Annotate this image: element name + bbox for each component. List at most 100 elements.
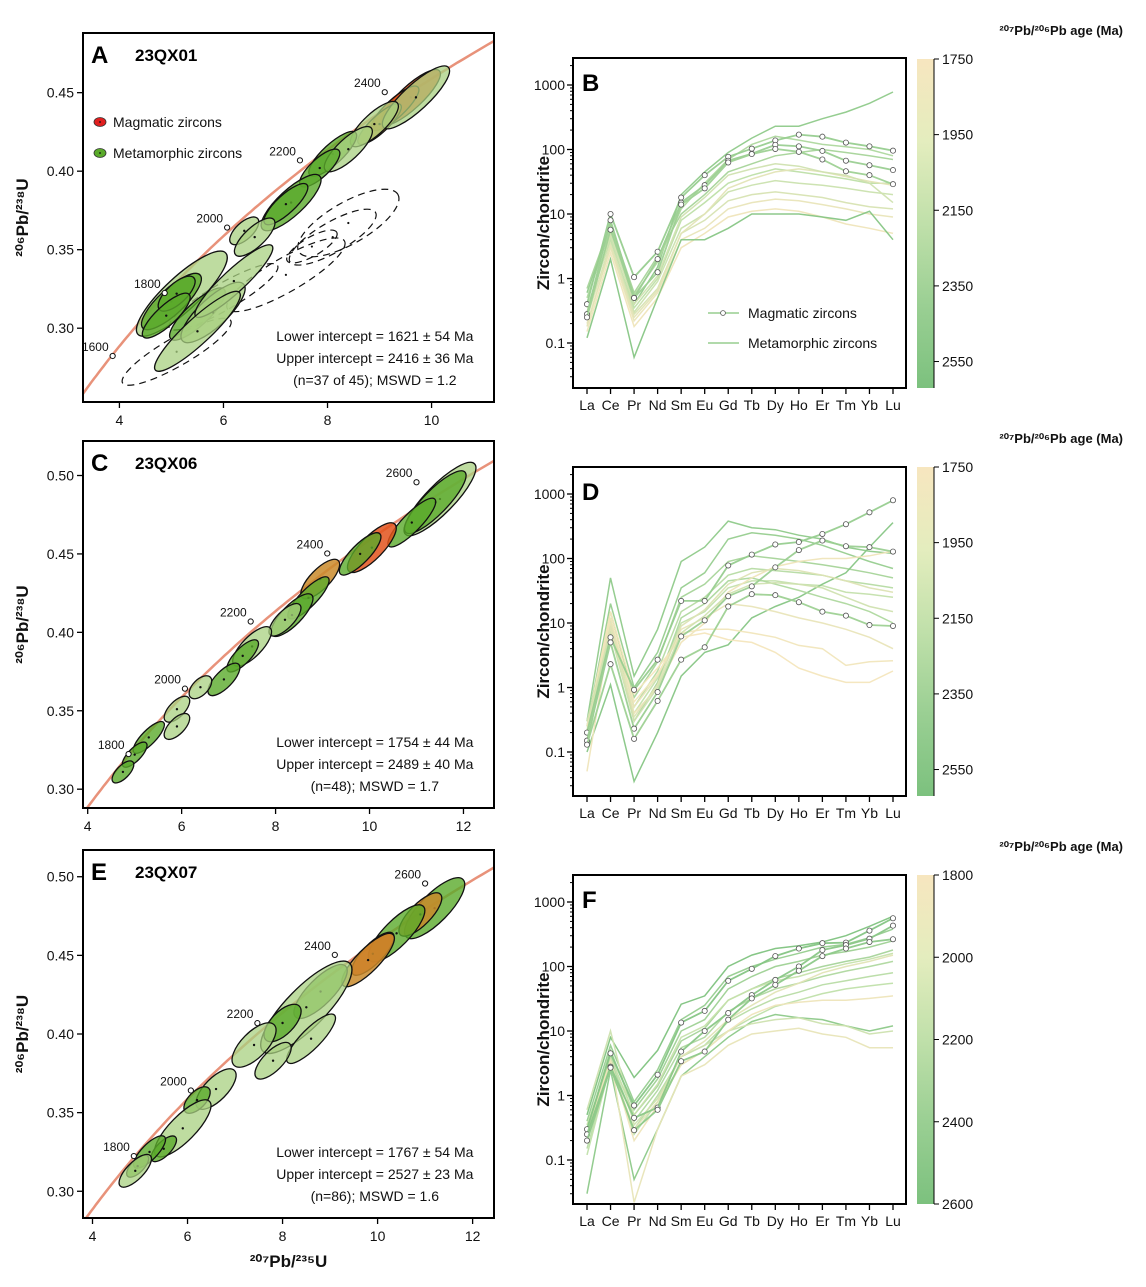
metamorphic-ree-line [586, 617, 894, 733]
metamorphic-ree-line [586, 522, 894, 784]
y-tick-label: 0.40 [47, 1026, 74, 1042]
magmatic-ree-line [586, 938, 894, 1141]
magmatic-ree-point [795, 967, 802, 974]
intercept-annotation: Upper intercept = 2489 ± 40 Ma [276, 756, 473, 772]
plot-frame [572, 874, 907, 1205]
y-tick-label: 0.30 [47, 320, 74, 336]
magmatic-ree-point [607, 1064, 614, 1071]
plot-area [584, 497, 897, 784]
panel-letter: D [582, 479, 599, 506]
magmatic-ree-point [819, 133, 826, 140]
y-axis-title: Zircon/chondrite [534, 972, 553, 1106]
x-tick-label: 4 [89, 1228, 97, 1244]
panel-letter: B [582, 70, 599, 97]
magmatic-ree-point [725, 593, 732, 600]
x-tick-label: 10 [370, 1228, 386, 1244]
metamorphic-ree-line [586, 1027, 893, 1203]
plot-area: 1600 1800 2000 2200 2400 [83, 39, 494, 396]
x-tick-label: Eu [696, 805, 713, 821]
legend-marker [720, 310, 726, 316]
magmatic-ree-line [586, 593, 894, 745]
magmatic-ree-point [678, 656, 685, 663]
magmatic-ree-point [819, 147, 826, 154]
x-tick-label: Er [815, 805, 829, 821]
ellipse-center-dot [241, 654, 244, 658]
metamorphic-ree-line [586, 550, 894, 772]
x-tick-label: Ce [602, 805, 620, 821]
metamorphic-ree-line [586, 168, 893, 310]
magmatic-ree-point [631, 1114, 638, 1121]
magmatic-ree-point [701, 597, 708, 604]
magmatic-ree-point [725, 1016, 732, 1023]
magmatic-ree-point [819, 608, 826, 615]
magmatic-ree-point [866, 544, 873, 551]
age-marker [296, 157, 304, 164]
age-marker-label: 2400 [354, 76, 381, 90]
legend-marker-dot [99, 121, 101, 123]
magmatic-ree-point [795, 547, 802, 554]
ellipse-center-dot [162, 1147, 165, 1151]
plot-area: 1800 2000 2200 2400 2600 [85, 459, 494, 808]
ellipse-center-dot [347, 147, 350, 151]
x-tick-label: Tm [836, 805, 856, 821]
x-tick-label: 4 [116, 412, 124, 428]
colorbar-tick-label: 1800 [942, 867, 973, 883]
magmatic-ree-line [586, 147, 894, 318]
metamorphic-ree-line [586, 928, 894, 1122]
magmatic-ree-point [584, 314, 591, 321]
y-tick-label: 0.45 [47, 85, 74, 101]
magmatic-ree-point [654, 689, 661, 696]
magmatic-ree-point [819, 530, 826, 537]
ellipse-center-dot [165, 314, 168, 317]
magmatic-ree-point [819, 940, 826, 947]
metamorphic-ree-line [586, 982, 894, 1156]
colorbar [917, 467, 934, 796]
y-tick-label: 0.40 [47, 624, 74, 640]
ellipse-center-dot [175, 292, 178, 295]
magmatic-ree-point [748, 995, 755, 1002]
intercept-annotation: Upper intercept = 2527 ± 23 Ma [276, 1166, 473, 1182]
magmatic-ree-point [631, 686, 638, 693]
magmatic-ree-point [819, 156, 826, 163]
x-tick-label: Gd [719, 805, 738, 821]
magmatic-ree-point [772, 145, 779, 152]
ellipse-center-dot [414, 96, 418, 99]
magmatic-ree-point [842, 168, 849, 175]
x-tick-label: 4 [84, 818, 92, 834]
age-marker-label: 2200 [220, 606, 247, 620]
age-marker [381, 89, 388, 96]
age-marker-label: 2400 [297, 537, 324, 551]
magmatic-ree-point [607, 1050, 614, 1057]
magmatic-ree-point [842, 543, 849, 550]
x-tick-label: La [579, 805, 595, 821]
ellipse-center-dot [284, 202, 288, 206]
magmatic-ree-point [607, 639, 614, 646]
intercept-annotation: Lower intercept = 1767 ± 54 Ma [276, 1144, 473, 1160]
magmatic-ree-point [890, 922, 897, 929]
colorbar-tick-label: 2200 [942, 1032, 973, 1048]
age-marker [224, 224, 231, 231]
magmatic-ree-point [842, 157, 849, 164]
intercept-annotation: Lower intercept = 1754 ± 44 Ma [276, 734, 473, 750]
magmatic-ree-point [819, 947, 826, 954]
x-tick-label: Ce [602, 1213, 620, 1229]
x-tick-label: Yb [861, 805, 878, 821]
magmatic-ree-point [631, 1127, 638, 1134]
ellipse-center-dot [121, 770, 125, 774]
x-tick-label: Gd [719, 397, 738, 413]
x-tick-label: 12 [465, 1228, 481, 1244]
y-axis-title: ²⁰⁶Pb/²³⁸U [13, 585, 32, 663]
magmatic-ree-point [631, 735, 638, 742]
magmatic-ree-point [701, 1028, 708, 1035]
y-tick-label: 0.30 [47, 1183, 74, 1199]
ellipse-center-dot [252, 1043, 256, 1047]
legend-label: Magmatic zircons [748, 305, 857, 321]
plot-frame [82, 32, 495, 403]
ellipse-center-dot [310, 245, 314, 248]
y-tick-label: 100 [542, 551, 566, 567]
magmatic-ree-point [584, 741, 591, 748]
metamorphic-ree-line [586, 915, 894, 1116]
magmatic-ree-point [725, 159, 732, 166]
magmatic-ree-point [866, 938, 873, 945]
magmatic-ree-point [842, 612, 849, 619]
